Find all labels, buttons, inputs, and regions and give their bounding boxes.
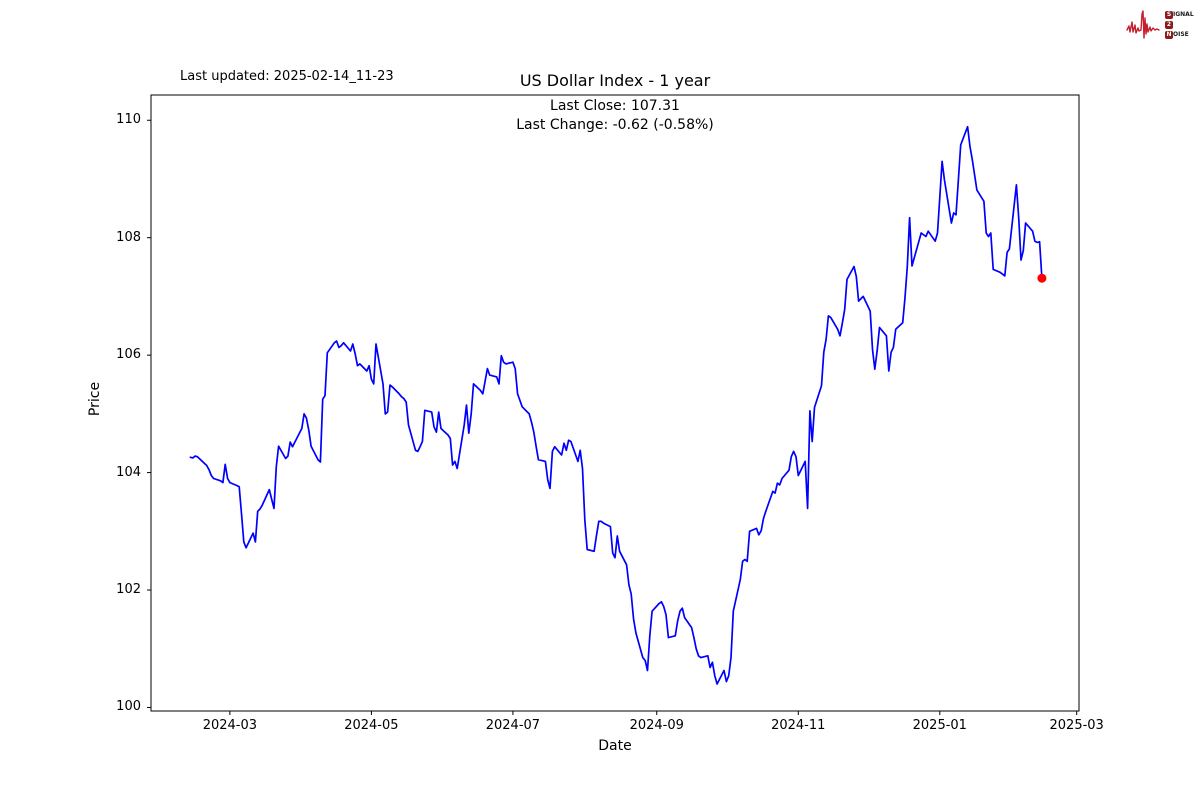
- waveform-icon: [1126, 10, 1160, 39]
- price-line: [189, 125, 1043, 685]
- last-change-text: Last Change: -0.62 (-0.58%): [516, 117, 714, 133]
- x-tick-label: 2024-11: [771, 718, 826, 733]
- y-tick-label: 108: [116, 229, 141, 245]
- chart-subtitle: Last Close: 107.31 Last Change: -0.62 (-…: [415, 97, 815, 135]
- logo-row-noise: N OISE: [1165, 31, 1194, 40]
- y-tick-label: 110: [116, 112, 141, 128]
- y-tick-label: 102: [116, 582, 141, 598]
- y-tick-label: 106: [116, 347, 141, 363]
- logo-rest-ignal: IGNAL: [1173, 11, 1194, 18]
- y-tick-label: 100: [116, 699, 141, 715]
- signal2noise-logo: S IGNAL 2 N OISE: [1126, 5, 1196, 45]
- x-tick-label: 2024-05: [344, 718, 399, 733]
- logo-letter-2: 2: [1165, 21, 1173, 29]
- x-tick-label: 2025-03: [1049, 718, 1104, 733]
- x-tick-label: 2024-07: [485, 718, 541, 733]
- x-tick-label: 2024-03: [202, 718, 258, 733]
- x-axis-label: Date: [598, 738, 632, 754]
- x-tick-label: 2025-01: [912, 718, 967, 733]
- logo-letter-n: N: [1165, 31, 1173, 39]
- axes-frame: [150, 94, 1080, 712]
- last-close-text: Last Close: 107.31: [550, 98, 680, 114]
- logo-rest-oise: OISE: [1173, 31, 1189, 38]
- x-tick-label: 2024-09: [629, 718, 684, 733]
- logo-letter-s: S: [1165, 11, 1173, 19]
- last-price-marker: [1037, 273, 1047, 283]
- last-updated-text: Last updated: 2025-02-14_11-23: [180, 69, 394, 84]
- logo-row-signal: S IGNAL: [1165, 11, 1194, 20]
- y-tick-label: 104: [116, 464, 141, 480]
- logo-row-2: 2: [1165, 21, 1194, 30]
- logo-text: S IGNAL 2 N OISE: [1165, 11, 1194, 40]
- chart-title: US Dollar Index - 1 year: [519, 71, 711, 90]
